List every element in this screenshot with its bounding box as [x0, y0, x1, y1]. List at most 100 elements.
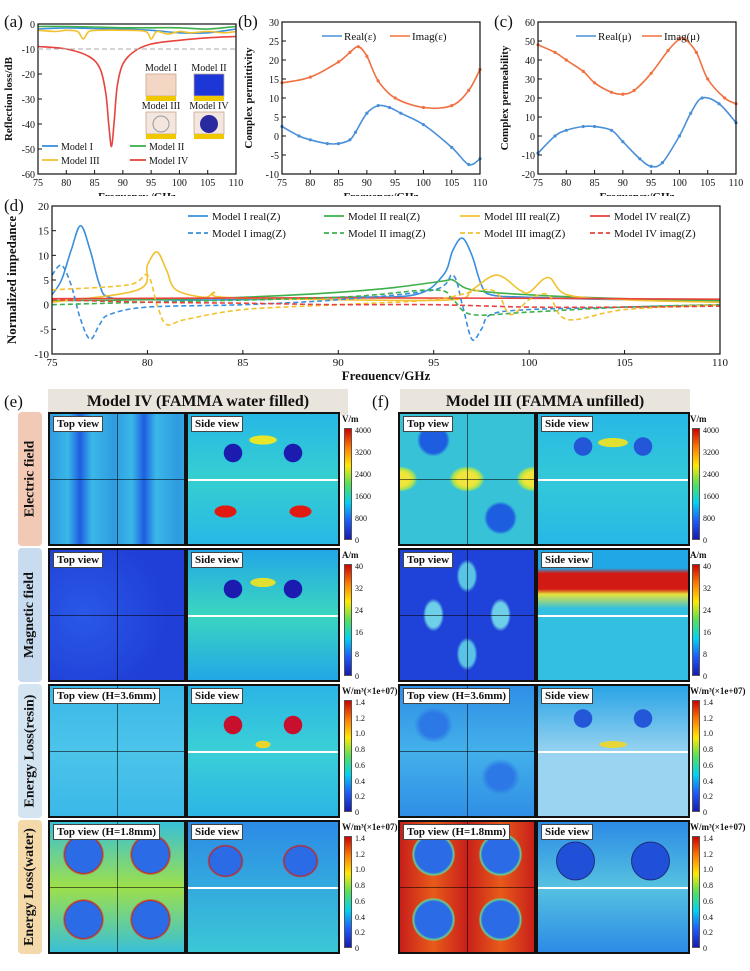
series-point-0 [649, 164, 653, 168]
legend-label: Model IV real(Z) [614, 211, 690, 223]
series-point-1 [356, 45, 360, 49]
y-tick-label: -20 [22, 70, 35, 81]
panel-label-a: (a) [4, 12, 23, 31]
top-view-tag: Top view [53, 416, 104, 432]
f-top-view-energy-loss-resin: Top view (H=3.6mm) [398, 684, 536, 818]
y-tick-label: -60 [22, 170, 35, 181]
x-tick-label: 90 [118, 178, 128, 189]
colorbar-tick: 0.8 [703, 881, 713, 891]
colorbar-unit: V/m [690, 414, 707, 424]
x-tick-label: 90 [618, 178, 628, 189]
colorbar-unit: A/m [690, 550, 707, 560]
colorbar [344, 564, 352, 676]
legend-label: Model I imag(Z) [212, 228, 286, 240]
x-tick-label: 80 [61, 178, 71, 189]
series-point-1 [666, 48, 670, 53]
colorbar-tick: 0.2 [355, 792, 365, 802]
series-point-0 [353, 130, 358, 134]
model-iv-header: Model IV (FAMMA water filled) [48, 389, 348, 415]
series-point-1 [621, 92, 625, 96]
series-line-6 [51, 273, 721, 326]
crosshair-h [400, 479, 534, 480]
y-tick-label: -10 [34, 349, 49, 361]
top-view-tag: Top view (H=3.6mm) [53, 688, 161, 704]
colorbar [692, 428, 700, 540]
x-tick-label: 105 [700, 178, 715, 189]
series-point-1 [348, 50, 352, 55]
x-tick-label: 75 [33, 178, 43, 189]
sphere-filled [200, 115, 218, 133]
colorbar-unit: W/m³(×1e+07) [690, 822, 746, 832]
series-line-0 [281, 104, 481, 166]
colorbar [344, 700, 352, 812]
x-tick-label: 90 [333, 357, 345, 369]
plot-frame [37, 23, 237, 175]
chart-d-plot: 75 80 85 90 95 100 105 11020151050-5-10Frequenc… [4, 201, 729, 380]
colorbar-tick: 32 [355, 584, 363, 593]
sphere-shell [152, 115, 170, 133]
legend-label: Model II real(Z) [348, 211, 420, 223]
colorbar-tick: 3200 [703, 448, 719, 457]
x-tick-label: 95 [146, 178, 156, 189]
x-tick-label: 110 [473, 178, 488, 189]
legend-label: Model II [149, 142, 184, 153]
series-point-1 [609, 90, 614, 94]
series-point-0 [348, 138, 352, 142]
y-tick-label: 0 [530, 132, 535, 143]
legend-label: Real(μ) [598, 31, 632, 43]
f-side-view-energy-loss-resin: Side view [536, 684, 690, 818]
series-point-0 [677, 134, 682, 138]
x-tick-label: 95 [646, 178, 656, 189]
view-divider [538, 615, 688, 617]
colorbar-tick: 0.4 [355, 776, 365, 786]
y-tick-label: 0 [30, 20, 35, 31]
series-point-1 [649, 71, 653, 75]
chart-d: 75 80 85 90 95 100 105 11020151050-5-10Frequenc… [4, 201, 729, 380]
x-tick-label: 105 [200, 178, 215, 189]
x-tick-label: 80 [561, 178, 571, 189]
colorbar-tick: 1.0 [355, 729, 365, 739]
model-base [194, 134, 224, 139]
series-point-0 [421, 123, 426, 127]
series-point-0 [592, 124, 597, 129]
series-point-0 [553, 134, 557, 138]
x-tick-label: 80 [142, 357, 154, 369]
model-cube [145, 73, 177, 97]
view-divider [538, 887, 688, 889]
panel-label-e: (e) [4, 392, 23, 411]
model-iii-header: Model III (FAMMA unfilled) [400, 389, 690, 415]
panel-label-f: (f) [372, 392, 389, 411]
x-tick-label: 110 [229, 178, 244, 189]
x-tick-label: 100 [416, 178, 431, 189]
plot-frame [537, 21, 737, 175]
colorbar-tick: 1.2 [703, 713, 713, 723]
y-tick-label: -5 [271, 151, 279, 162]
side-view-tag: Side view [191, 416, 244, 432]
series-point-1 [393, 96, 397, 100]
view-divider [188, 479, 338, 481]
top-view-tag: Top view [53, 552, 104, 568]
series-point-1 [308, 75, 312, 79]
y-axis-label: Reflection loss/dB [3, 56, 15, 141]
colorbar-tick: 16 [703, 628, 711, 637]
x-tick-label: 95 [428, 357, 440, 369]
y-tick-label: 10 [38, 250, 50, 262]
colorbar-tick: 0.6 [703, 896, 713, 906]
y-tick-label: 15 [38, 226, 50, 238]
y-tick-label: 25 [269, 37, 279, 48]
x-axis-label: Frequency /GHz [98, 191, 176, 196]
series-point-1 [365, 54, 369, 58]
x-tick-label: 100 [521, 357, 538, 369]
series-line-5 [51, 289, 721, 316]
colorbar-tick: 24 [703, 606, 711, 615]
row-label-energy-loss-resin: Energy Loss(resin) [18, 684, 42, 818]
y-tick-label: 0 [274, 132, 279, 143]
colorbar-tick: 40 [355, 562, 363, 571]
series-point-0 [399, 111, 403, 115]
model-cube [193, 73, 225, 97]
colorbar-tick: 0 [355, 672, 359, 681]
side-view-tag: Side view [541, 416, 594, 432]
x-tick-label: 110 [712, 357, 729, 369]
legend-label: Model III real(Z) [484, 211, 560, 223]
side-view-tag: Side view [541, 824, 594, 840]
